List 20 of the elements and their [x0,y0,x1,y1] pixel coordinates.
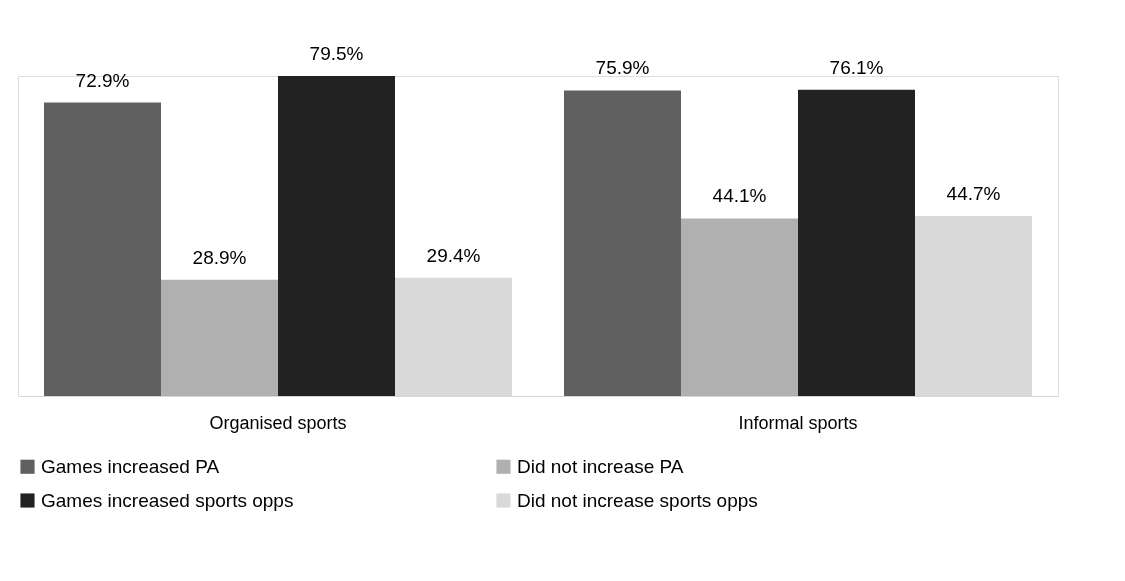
legend-label: Did not increase PA [517,455,684,477]
data-label: 44.7% [946,183,1001,205]
legend-label: Games increased PA [41,455,220,477]
bar [161,279,278,396]
data-label: 28.9% [192,246,247,268]
x-tick-label: Organised sports [209,412,347,433]
data-label: 44.1% [712,185,767,207]
data-label: 75.9% [595,57,650,79]
legend-label: Games increased sports opps [41,489,294,511]
bar [278,76,395,396]
bar [44,102,161,396]
bar [564,90,681,396]
data-label: 79.5% [309,43,364,64]
data-label: 76.1% [829,56,884,78]
x-tick-label: Informal sports [738,412,858,433]
bar [798,89,915,396]
data-label: 29.4% [426,244,481,266]
legend-label: Did not increase sports opps [517,489,758,511]
bar [681,218,798,396]
data-label: 72.9% [75,69,130,91]
